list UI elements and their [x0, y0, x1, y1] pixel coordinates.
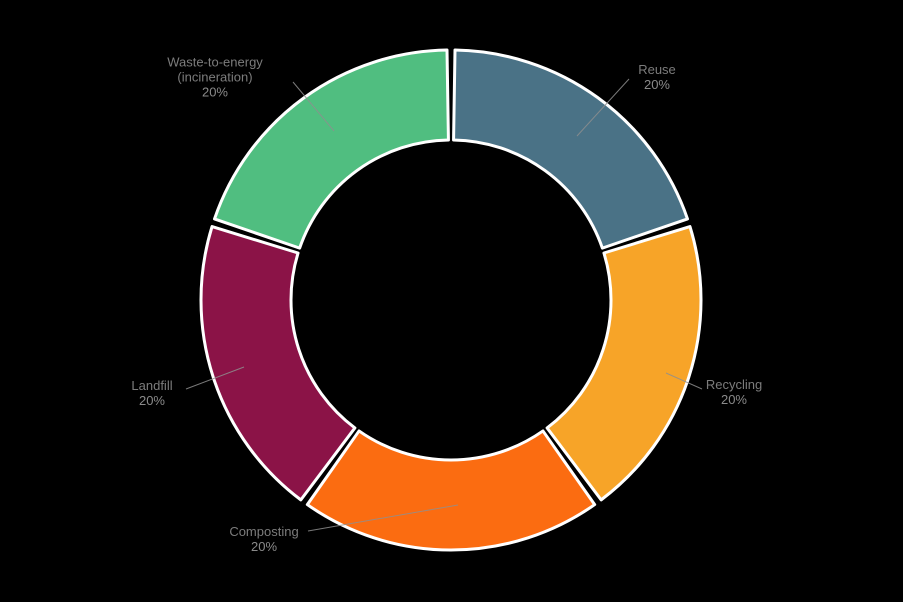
donut-segment-recycling[interactable]: [545, 225, 703, 502]
leader-line-0: [576, 78, 630, 137]
leader-line-4: [292, 81, 335, 132]
leader-line-1: [665, 372, 703, 390]
donut-segment-reuse[interactable]: [452, 48, 689, 250]
leader-line-3: [185, 366, 245, 390]
donut-segment-composting[interactable]: [305, 429, 597, 552]
leader-line-2: [307, 504, 459, 532]
donut-segment-waste-to-energy-incineration[interactable]: [213, 48, 450, 250]
donut-segment-landfill[interactable]: [199, 225, 357, 502]
